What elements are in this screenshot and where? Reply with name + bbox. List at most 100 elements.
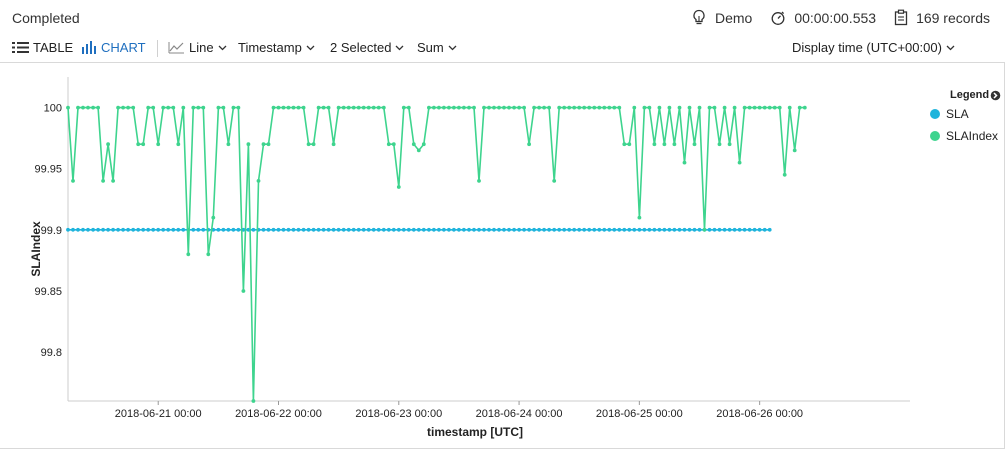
data-point-sla — [447, 227, 451, 232]
y-axis-columns-dropdown[interactable]: 2 Selected — [330, 40, 404, 55]
data-point-slaindex — [96, 105, 100, 110]
data-point-sla — [71, 227, 75, 232]
data-point-slaindex — [196, 105, 201, 110]
data-point-slaindex — [682, 160, 687, 165]
data-point-sla — [482, 227, 486, 232]
data-point-sla — [176, 227, 181, 232]
display-time-dropdown[interactable]: Display time (UTC+00:00) — [792, 40, 955, 55]
query-meta: Demo 00:00:00.553 169 records — [673, 9, 990, 26]
data-point-sla — [196, 227, 201, 232]
data-point-sla — [612, 227, 617, 232]
aggregation-dropdown[interactable]: Sum — [417, 40, 457, 55]
data-point-slaindex — [406, 105, 411, 110]
data-point-sla — [121, 227, 125, 232]
data-point-slaindex — [71, 179, 75, 183]
data-point-slaindex — [512, 105, 516, 110]
data-point-slaindex — [427, 105, 431, 110]
data-point-slaindex — [637, 215, 642, 220]
data-point-sla — [682, 227, 687, 232]
x-axis-title: timestamp [UTC] — [427, 425, 523, 439]
data-point-sla — [642, 227, 647, 232]
data-point-sla — [66, 227, 70, 232]
data-point-sla — [351, 227, 356, 232]
data-point-sla — [146, 227, 151, 232]
data-point-sla — [497, 227, 501, 232]
data-point-slaindex — [131, 105, 136, 110]
data-point-slaindex — [141, 142, 146, 147]
data-point-slaindex — [692, 142, 697, 147]
data-point-sla — [416, 227, 421, 232]
data-point-slaindex — [462, 105, 466, 110]
data-point-slaindex — [341, 105, 346, 110]
y-tick-label: 99.8 — [41, 347, 62, 359]
data-point-sla — [251, 227, 256, 232]
data-point-sla — [136, 227, 141, 232]
aggregation-value: Sum — [417, 40, 444, 55]
data-point-sla — [141, 227, 146, 232]
legend-item-slaindex[interactable]: SLAIndex — [930, 129, 1001, 143]
workspace-info: Demo — [691, 9, 752, 26]
data-point-sla — [126, 227, 130, 232]
data-point-sla — [552, 227, 557, 232]
data-point-sla — [542, 227, 546, 232]
legend-swatch — [930, 131, 940, 141]
data-point-slaindex — [567, 105, 572, 110]
data-point-slaindex — [101, 179, 105, 183]
data-point-slaindex — [151, 105, 156, 110]
data-point-sla — [577, 227, 582, 232]
data-point-sla — [231, 227, 236, 232]
data-point-slaindex — [311, 142, 316, 147]
table-view-button[interactable]: TABLE — [12, 40, 73, 55]
line-chart[interactable]: 99.8 99.85 99.9 99.95 100 2018-06-21 00:00 201… — [0, 63, 1004, 448]
data-point-slaindex — [732, 105, 737, 110]
data-point-slaindex — [331, 142, 336, 147]
data-point-slaindex — [421, 142, 426, 147]
data-point-sla — [361, 227, 366, 232]
data-point-slaindex — [487, 105, 491, 110]
data-point-slaindex — [396, 185, 401, 189]
data-point-slaindex — [181, 105, 186, 110]
data-point-sla — [667, 227, 672, 232]
data-point-sla — [547, 227, 551, 232]
data-point-sla — [507, 227, 511, 232]
table-icon — [12, 42, 29, 53]
data-point-slaindex — [76, 105, 80, 110]
data-point-slaindex — [622, 142, 627, 147]
chart-view-button[interactable]: CHART — [82, 40, 146, 55]
chevron-down-icon — [218, 45, 227, 50]
data-point-slaindex — [492, 105, 496, 110]
legend-item-sla[interactable]: SLA — [930, 107, 1001, 121]
chart-view-label: CHART — [101, 40, 146, 55]
x-tick-label: 2018-06-25 00:00 — [596, 408, 683, 420]
legend-title[interactable]: Legend — [950, 89, 1001, 101]
data-point-sla — [457, 227, 461, 232]
data-point-slaindex — [81, 105, 85, 110]
status-bar: Completed Demo 00:00:00.553 — [0, 0, 1006, 36]
data-point-slaindex — [562, 105, 567, 110]
data-point-sla — [752, 227, 757, 232]
chart-type-dropdown[interactable]: Line — [168, 40, 227, 55]
data-point-sla — [296, 227, 301, 232]
data-point-sla — [91, 227, 95, 232]
data-point-slaindex — [166, 105, 171, 110]
data-point-slaindex — [296, 105, 301, 110]
data-point-sla — [672, 227, 677, 232]
data-point-slaindex — [542, 105, 546, 110]
x-tick-label: 2018-06-21 00:00 — [115, 408, 202, 420]
data-point-slaindex — [662, 142, 667, 147]
data-point-sla — [371, 227, 376, 232]
data-point-slaindex — [246, 142, 251, 147]
data-point-slaindex — [632, 105, 637, 110]
data-point-slaindex — [286, 105, 291, 110]
x-tick-label: 2018-06-22 00:00 — [235, 408, 322, 420]
x-axis-column-dropdown[interactable]: Timestamp — [238, 40, 315, 55]
legend-label: SLA — [946, 107, 969, 121]
data-point-sla — [622, 227, 627, 232]
data-point-sla — [201, 227, 206, 232]
data-point-sla — [396, 227, 401, 232]
data-point-slaindex — [532, 105, 536, 110]
data-point-slaindex — [612, 105, 617, 110]
data-point-slaindex — [712, 105, 717, 110]
data-point-sla — [517, 227, 521, 232]
data-point-sla — [226, 227, 231, 232]
